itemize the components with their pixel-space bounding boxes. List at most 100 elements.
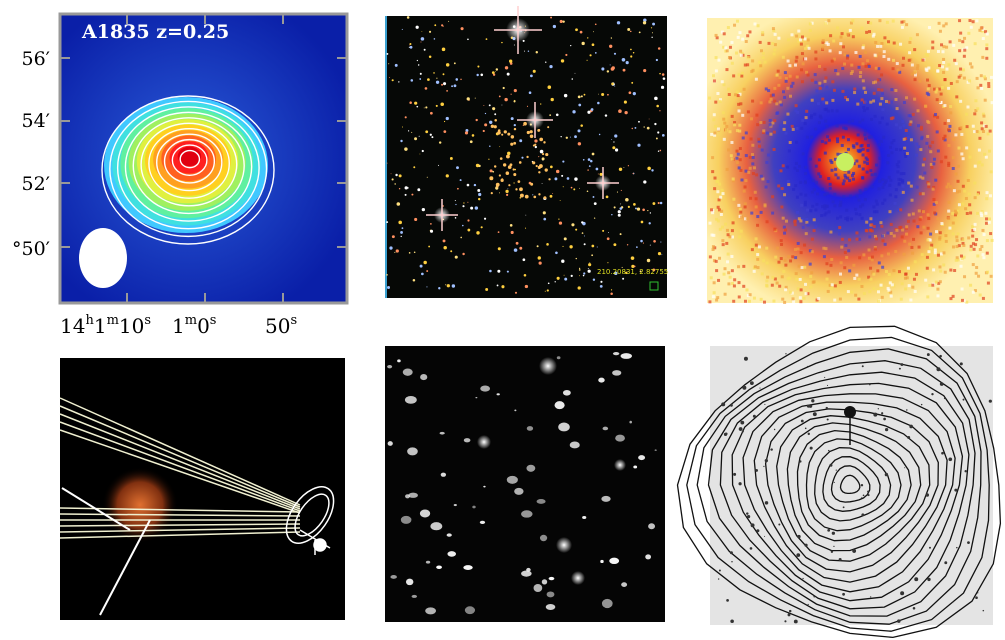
pixel [920,137,924,141]
pixel [774,255,778,259]
pixel [915,142,919,146]
pixel [892,41,896,45]
pixel [857,198,861,202]
star [445,63,450,67]
star [461,224,464,227]
x-label-part: 1 [172,314,185,338]
pixel [776,111,780,115]
pixel [905,152,909,156]
pixel [860,216,864,220]
star [443,120,446,123]
pixel [961,184,965,188]
pixel [779,239,783,243]
pixel [981,55,985,59]
pixel [889,231,893,235]
pixel [712,113,716,117]
pixel [961,238,965,242]
pixel [845,98,849,102]
pixel [737,203,741,207]
pixel [737,73,741,77]
pixel [826,42,830,46]
pixel [727,282,731,286]
pixel [990,238,994,242]
star [467,219,470,222]
star [502,86,505,90]
star [661,73,665,76]
pixel [862,105,866,109]
galaxy [633,465,638,469]
star [646,126,650,130]
pixel [773,43,777,47]
pixel [748,155,752,159]
pixel [863,198,867,202]
pixel [724,222,728,226]
pixel [901,190,905,194]
pixel [897,270,901,274]
pixel [810,190,814,194]
pixel [790,291,794,295]
pixel [927,250,931,254]
star [404,193,407,196]
source [796,553,801,557]
pixel [711,295,715,299]
pixel [895,228,899,232]
pixel [975,19,979,23]
pixel [955,239,959,243]
pixel [913,289,917,293]
star [485,288,489,291]
beam [59,421,301,512]
pixel [858,256,862,260]
pixel [927,93,931,97]
star [488,104,491,107]
star [583,93,586,96]
star [617,213,621,217]
pixel [960,152,964,156]
star [564,277,568,281]
star [404,186,408,190]
pixel [954,172,958,176]
pixel [804,165,808,169]
star [565,136,568,139]
contour [101,95,275,245]
star [582,158,585,161]
star [441,47,446,52]
star [613,141,615,143]
star [427,78,430,81]
pixel [824,76,828,80]
pixel [793,63,797,67]
star [546,243,549,246]
pixel [790,33,794,37]
pixel [884,99,888,103]
pixel [714,33,718,37]
pixel [874,199,878,203]
pixel [782,225,786,229]
pixel [725,124,729,128]
pixel [864,64,868,68]
pixel [867,275,871,279]
star [441,83,444,86]
pixel [983,98,987,102]
pixel [758,40,762,44]
pixel [756,257,760,261]
pixel [814,80,818,84]
pixel [942,70,946,74]
star [594,51,597,54]
star [609,44,613,48]
pixel [771,121,775,125]
pixel [873,247,877,251]
pixel [978,28,982,32]
pixel [794,104,798,108]
star [622,277,625,280]
pixel [968,155,972,159]
pixel [965,146,969,150]
galaxy [501,133,504,136]
pixel [941,65,945,69]
pixel [938,64,942,68]
pixel [863,160,867,164]
galaxy [526,426,534,431]
pixel [852,171,856,175]
pixel [762,129,766,133]
source [804,427,807,430]
pixel [872,91,876,95]
pixel [775,102,779,106]
